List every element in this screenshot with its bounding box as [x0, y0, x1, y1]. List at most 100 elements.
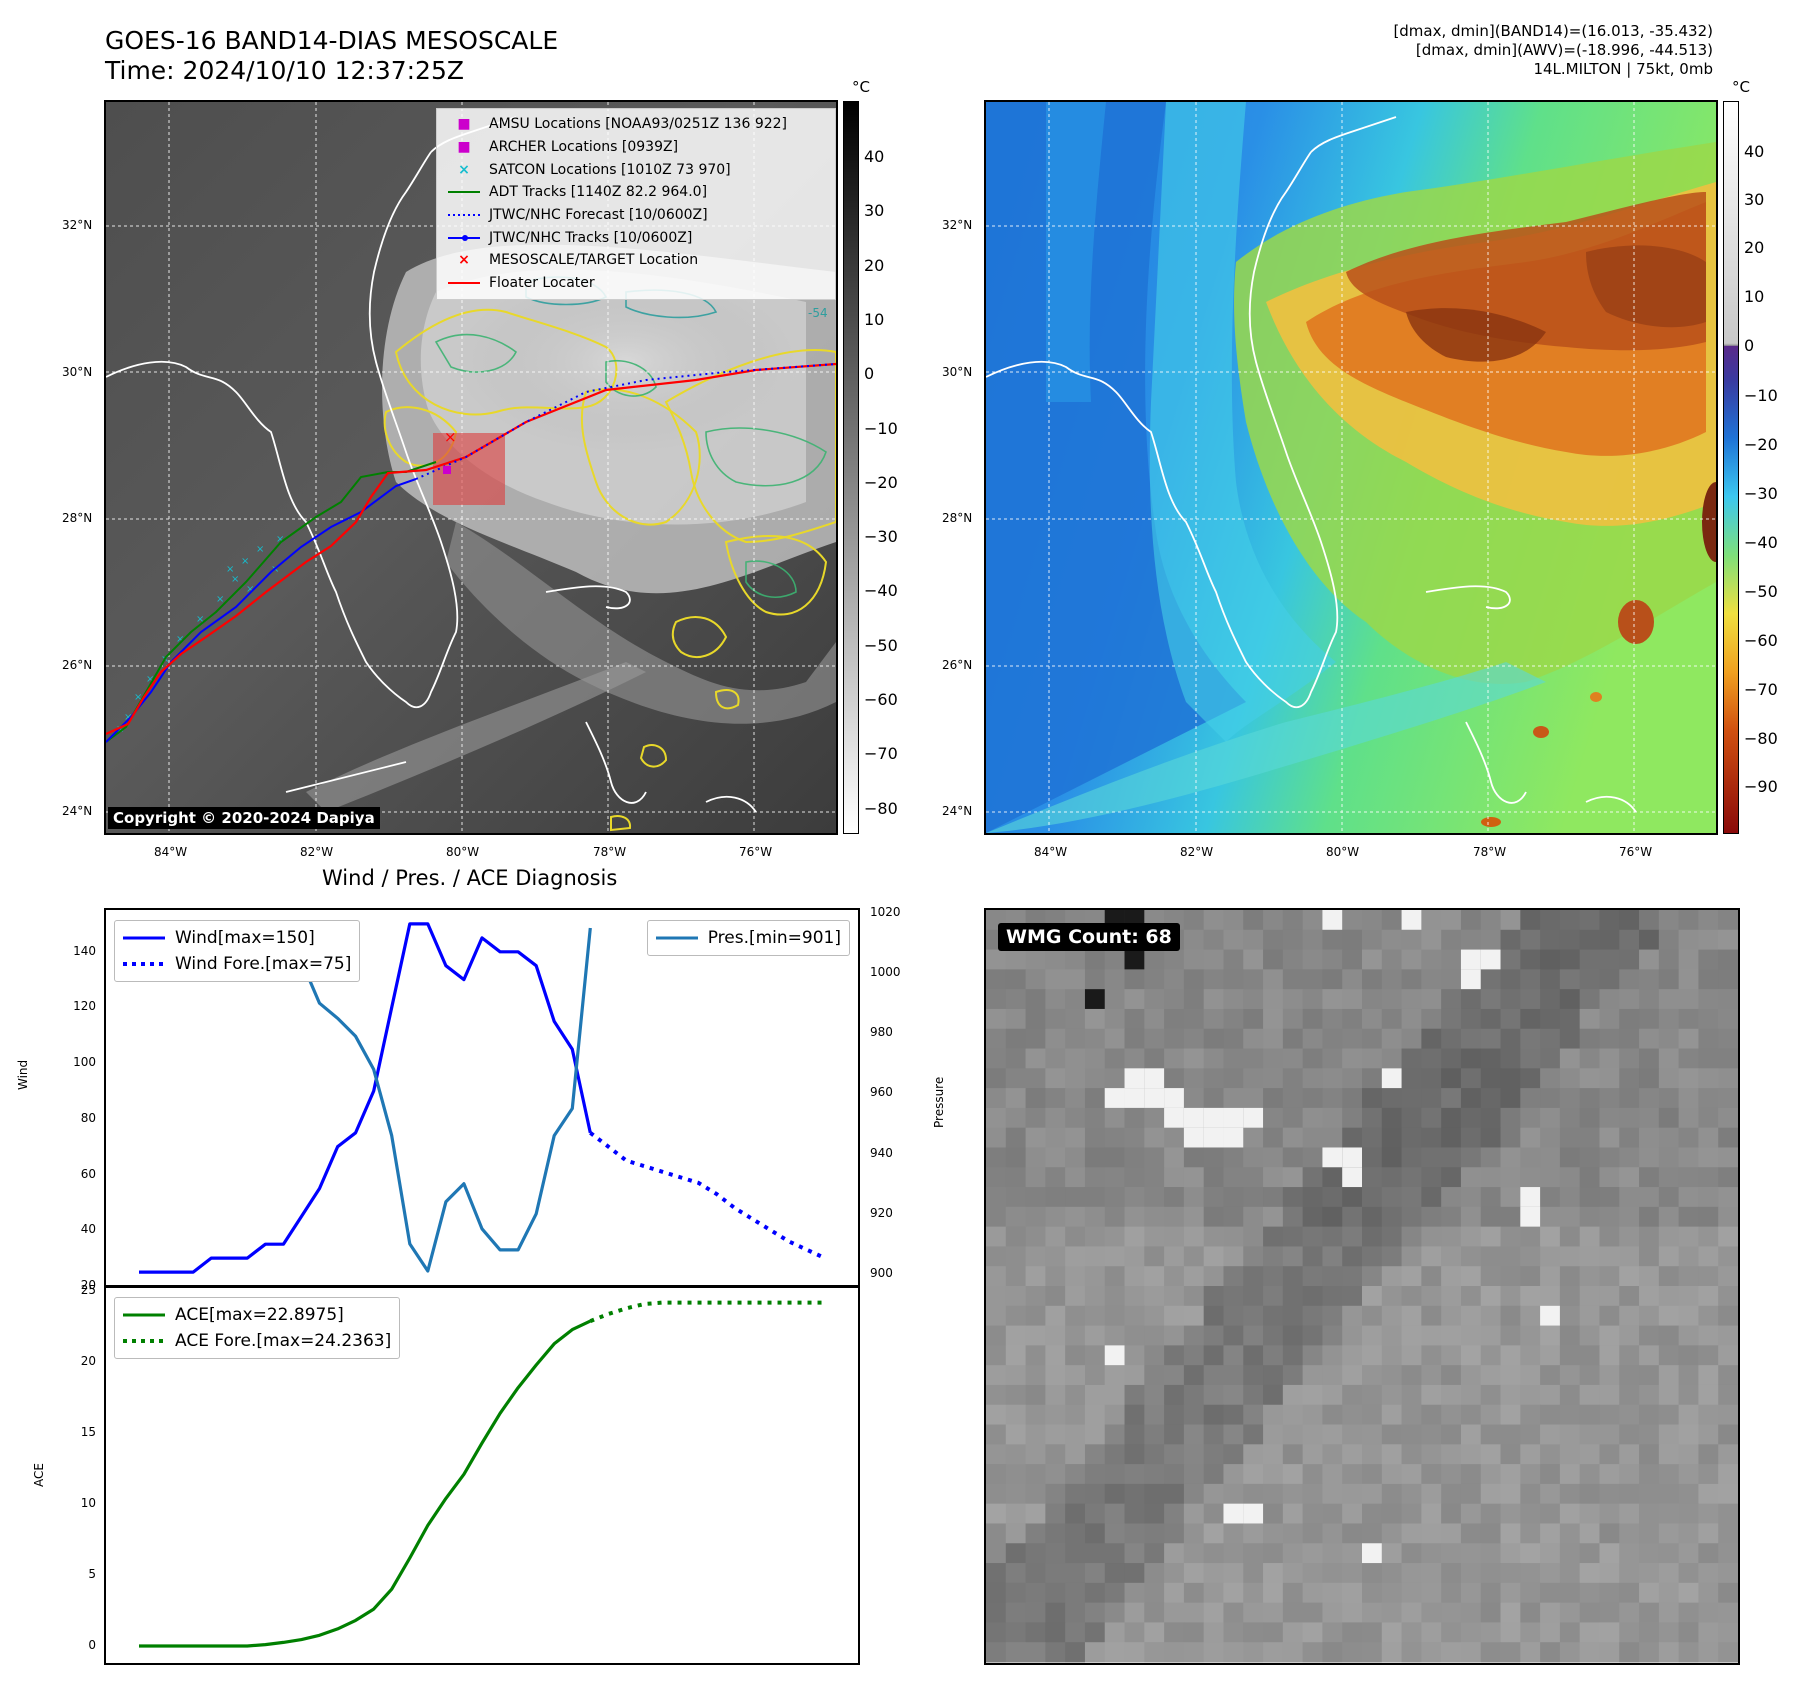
wmg-pixel: [1243, 1147, 1264, 1168]
wmg-pixel: [1045, 969, 1066, 990]
wmg-pixel: [1342, 1008, 1363, 1030]
wmg-pixel: [1599, 1563, 1620, 1584]
wmg-pixel: [1520, 1305, 1541, 1327]
wmg-pixel: [1718, 1345, 1738, 1366]
wmg-pixel: [1243, 1305, 1264, 1327]
wmg-pixel: [1460, 1424, 1482, 1445]
wmg-pixel: [1619, 929, 1640, 951]
wmg-pixel: [1460, 1008, 1482, 1030]
jtwc-track: [106, 478, 417, 743]
wmg-pixel: [1203, 1286, 1224, 1307]
wmg-pixel: [1104, 1384, 1126, 1406]
wmg-pixel: [1223, 1424, 1244, 1445]
wmg-pixel: [1579, 949, 1600, 970]
wmg-pixel: [1104, 1642, 1126, 1663]
wmg-pixel: [1263, 1028, 1284, 1050]
wmg-pixel: [986, 1286, 1007, 1307]
wmg-pixel: [1480, 1602, 1502, 1623]
map-legend-item: ■ ARCHER Locations [0939Z]: [445, 136, 827, 159]
wmg-pixel: [1421, 1167, 1442, 1188]
wmg-pixel: [1480, 1444, 1502, 1465]
wmg-pixel: [1302, 1226, 1323, 1247]
wmg-pixel: [1144, 1008, 1165, 1030]
wmg-pixel: [1460, 1503, 1482, 1524]
wmg-pixel: [1500, 1028, 1521, 1050]
wmg-pixel: [1183, 1622, 1205, 1643]
wmg-pixel: [1441, 1602, 1462, 1623]
wmg-pixel: [1065, 1563, 1086, 1584]
wmg-pixel: [1025, 969, 1046, 990]
wmg-pixel: [1559, 1008, 1581, 1030]
wmg-pixel: [1500, 1563, 1521, 1584]
wmg-pixel: [1599, 1404, 1620, 1426]
wmg-pixel: [1619, 1424, 1640, 1445]
colorbar-tick: 20: [864, 255, 885, 275]
wmg-pixel: [1579, 1088, 1600, 1109]
wmg-pixel: [1579, 969, 1600, 990]
colorbar-tick: 0: [1744, 336, 1755, 355]
wmg-warm-pixel: [1183, 1107, 1204, 1128]
wmg-pixel: [1065, 1167, 1086, 1188]
wmg-pixel: [1302, 1384, 1323, 1406]
wmg-pixel: [1718, 1286, 1738, 1307]
wmg-pixel: [1441, 1088, 1462, 1109]
wmg-pixel: [1362, 1048, 1383, 1069]
wmg-pixel: [1381, 910, 1403, 931]
wmg-pixel: [1362, 1305, 1383, 1327]
wmg-pixel: [1065, 1266, 1086, 1287]
wmg-pixel: [1421, 1028, 1442, 1050]
wmg-pixel: [1322, 1345, 1343, 1366]
wmg-pixel: [1401, 1543, 1422, 1564]
wmg-pixel: [1104, 1404, 1126, 1426]
wmg-pixel: [1203, 1365, 1224, 1386]
wmg-pixel: [1619, 969, 1640, 990]
wmg-pixel: [1480, 1008, 1502, 1030]
y-tick-label: 25: [80, 1283, 96, 1298]
wmg-pixel: [1005, 1365, 1027, 1386]
wmg-pixel: [1401, 1503, 1422, 1524]
wmg-pixel: [1520, 1127, 1541, 1148]
wmg-pixel: [1045, 1424, 1066, 1445]
wmg-pixel: [1500, 1206, 1521, 1228]
wmg-pixel: [1144, 1503, 1165, 1524]
ace-chart: ACE[max=22.8975] ACE Fore.[max=24.2363]: [104, 1285, 860, 1665]
wmg-pixel: [1342, 1127, 1363, 1148]
wmg-pixel: [1342, 1325, 1363, 1346]
wmg-pixel: [1540, 1563, 1561, 1584]
wmg-pixel: [1658, 1088, 1680, 1109]
wmg-pixel: [1302, 1483, 1323, 1505]
wmg-pixel: [1381, 1543, 1403, 1564]
wmg-pixel: [1381, 1503, 1403, 1524]
wmg-pixel: [1223, 1008, 1244, 1030]
wmg-pixel: [1025, 1384, 1046, 1406]
wmg-pixel: [1678, 1365, 1699, 1386]
wmg-pixel: [1718, 1464, 1738, 1485]
wmg-pixel: [1500, 1068, 1521, 1089]
wmg-pixel: [1223, 1206, 1244, 1228]
wmg-pixel: [1460, 1147, 1482, 1168]
wmg-pixel: [1005, 1404, 1027, 1426]
wmg-pixel: [1658, 1068, 1680, 1089]
wmg-pixel: [1460, 1028, 1482, 1050]
wmg-pixel: [1678, 1384, 1699, 1406]
wmg-pixel: [1164, 1147, 1185, 1168]
wmg-pixel: [1322, 1622, 1343, 1643]
map-legend-item: × MESOSCALE/TARGET Location: [445, 249, 827, 272]
wmg-pixel: [1559, 1424, 1581, 1445]
wmg-pixel: [1441, 1305, 1462, 1327]
svg-text:×: ×: [116, 724, 124, 735]
wmg-pixel: [1421, 1582, 1442, 1604]
wmg-pixel: [1203, 1483, 1224, 1505]
wmg-pixel: [1599, 910, 1620, 931]
wmg-pixel: [1005, 1286, 1027, 1307]
wmg-pixel: [1005, 1602, 1027, 1623]
wmg-pixel: [1203, 1404, 1224, 1426]
wmg-pixel: [1718, 1226, 1738, 1247]
wmg-pixel: [1401, 1226, 1422, 1247]
wmg-pixel: [1223, 1048, 1244, 1069]
wmg-pixel: [1322, 1384, 1343, 1406]
wmg-pixel: [1223, 1088, 1244, 1109]
wmg-pixel: [1164, 1444, 1185, 1465]
wmg-pixel: [1124, 1008, 1145, 1030]
wmg-pixel: [1381, 989, 1403, 1010]
